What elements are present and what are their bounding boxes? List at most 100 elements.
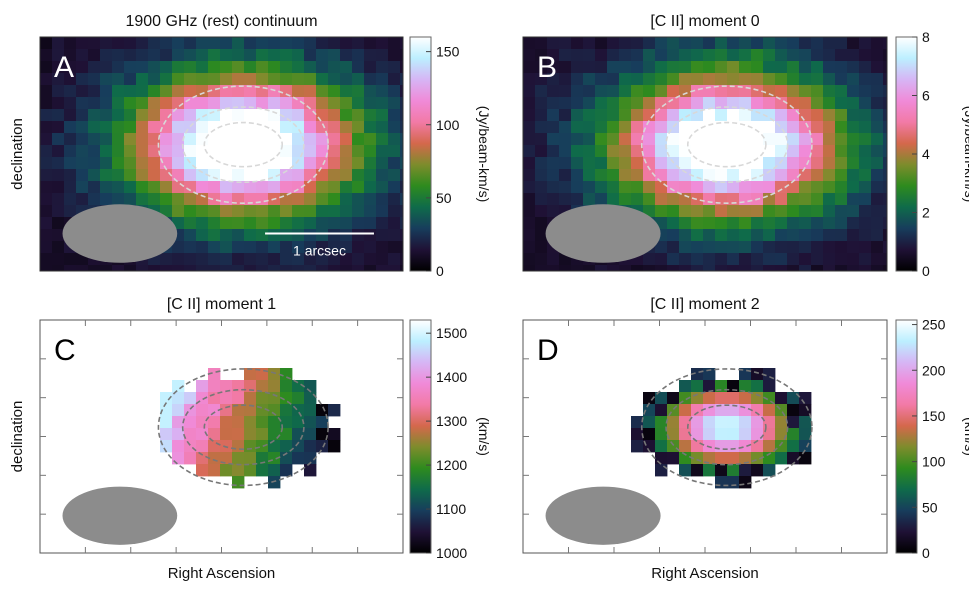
heatmap-cell (763, 85, 776, 98)
colorbar-tick-label: 2 (922, 205, 930, 221)
heatmap-cell (727, 145, 740, 158)
heatmap-cell (859, 109, 872, 122)
heatmap-cell (256, 109, 269, 122)
heatmap-cell (196, 145, 209, 158)
heatmap-cell (547, 85, 560, 98)
heatmap-cell (523, 133, 536, 146)
heatmap-cell (655, 109, 668, 122)
heatmap-cell (304, 181, 317, 194)
heatmap-cell (739, 97, 752, 110)
heatmap-cell (823, 85, 836, 98)
heatmap-cell (280, 368, 293, 381)
heatmap-cell (352, 49, 365, 62)
heatmap-cell (619, 49, 632, 62)
heatmap-cell (280, 229, 293, 242)
heatmap-cell (400, 145, 403, 158)
heatmap-cell (847, 109, 860, 122)
heatmap-cell (859, 205, 872, 218)
heatmap-cell (328, 229, 341, 242)
heatmap-cell (883, 217, 887, 230)
contour-line (203, 121, 284, 168)
heatmap-cell (268, 109, 281, 122)
heatmap-cell (763, 265, 776, 271)
heatmap-cell (631, 145, 644, 158)
heatmap-cell (280, 73, 293, 86)
heatmap-cell (376, 217, 389, 230)
heatmap-cell (100, 265, 113, 271)
heatmap-cell (691, 97, 704, 110)
heatmap-cell (571, 73, 584, 86)
heatmap-cell (631, 109, 644, 122)
heatmap-cell (583, 169, 596, 182)
heatmap-cell (835, 205, 848, 218)
heatmap-cell (184, 253, 197, 266)
heatmap-cell (739, 253, 752, 266)
heatmap-cell (148, 145, 161, 158)
heatmap-cell (619, 61, 632, 74)
heatmap-cell (775, 181, 788, 194)
heatmap-cell (112, 265, 125, 271)
heatmap-cell (775, 440, 788, 453)
heatmap-cell (775, 241, 788, 254)
heatmap-cell (703, 265, 716, 271)
heatmap-cell (256, 49, 269, 62)
heatmap-cell (100, 169, 113, 182)
heatmap-cell (619, 121, 632, 134)
heatmap-cell (655, 428, 668, 441)
heatmap-cell (316, 404, 329, 417)
heatmap-cell (172, 145, 185, 158)
heatmap-cell (280, 37, 293, 50)
heatmap-cell (100, 37, 113, 50)
heatmap-cell (88, 169, 101, 182)
heatmap-cell (535, 85, 548, 98)
heatmap-cell (208, 416, 221, 429)
heatmap-cell (292, 241, 305, 254)
heatmap-cell (835, 37, 848, 50)
heatmap-cell (136, 73, 149, 86)
heatmap-cell (292, 380, 305, 393)
heatmap-cell (196, 73, 209, 86)
heatmap-cell (607, 97, 620, 110)
heatmap-cell (811, 169, 824, 182)
heatmap-cell (184, 133, 197, 146)
heatmap-cell (667, 169, 680, 182)
heatmap-cell (172, 157, 185, 170)
heatmap-cell (76, 121, 89, 134)
heatmap-cell (655, 392, 668, 405)
colorbar-tick-label: 1400 (436, 369, 467, 385)
heatmap-cell (655, 61, 668, 74)
heatmap-cell (304, 452, 317, 465)
heatmap-cell (751, 37, 764, 50)
heatmap-cell (388, 145, 401, 158)
heatmap-cell (256, 61, 269, 74)
heatmap-cell (799, 181, 812, 194)
heatmap-cell (727, 428, 740, 441)
heatmap-cell (799, 37, 812, 50)
heatmap-cell (184, 193, 197, 206)
heatmap-cell (364, 169, 377, 182)
heatmap-cell (763, 217, 776, 230)
heatmap-cell (328, 109, 341, 122)
heatmap-cell (268, 253, 281, 266)
heatmap-cell (739, 49, 752, 62)
heatmap-cell (268, 73, 281, 86)
heatmap-cell (316, 428, 329, 441)
contours (157, 368, 329, 487)
heatmap-cell (691, 464, 704, 477)
heatmap-cell (871, 253, 884, 266)
heatmap-cell (148, 61, 161, 74)
heatmap-cell (244, 241, 257, 254)
heatmap-cell (871, 169, 884, 182)
colorbar-tick-label: 0 (922, 263, 930, 279)
heatmap-cell (40, 169, 53, 182)
heatmap-cell (775, 428, 788, 441)
heatmap-cell (835, 193, 848, 206)
heatmap-cell (883, 49, 887, 62)
heatmap-cell (148, 157, 161, 170)
heatmap-cell (304, 169, 317, 182)
heatmap-cell (703, 193, 716, 206)
heatmap-cell (136, 145, 149, 158)
heatmap-cell (52, 229, 65, 242)
heatmap-cell (88, 181, 101, 194)
heatmap-cell (52, 241, 65, 254)
